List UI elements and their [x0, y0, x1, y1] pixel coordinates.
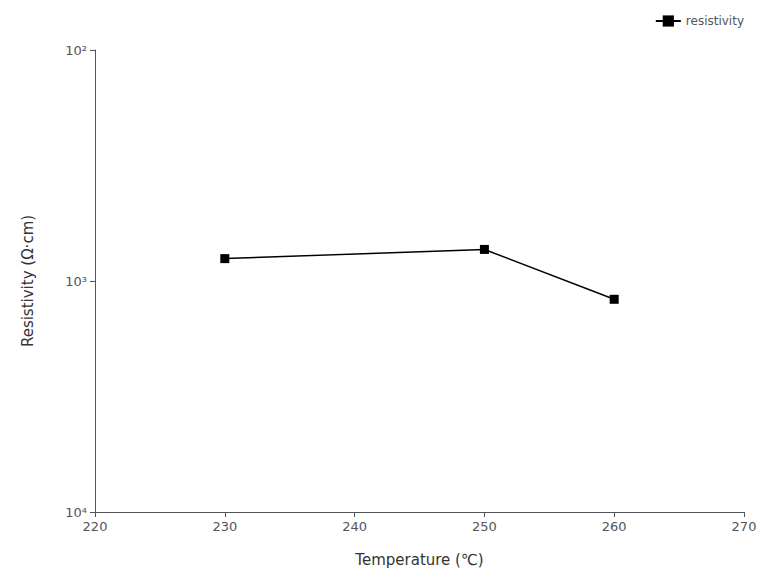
svg-text:230: 230: [212, 519, 237, 534]
svg-text:240: 240: [342, 519, 367, 534]
svg-text:250: 250: [472, 519, 497, 534]
svg-text:220: 220: [83, 519, 108, 534]
svg-text:270: 270: [732, 519, 757, 534]
svg-text:260: 260: [602, 519, 627, 534]
svg-text:Resistivity (Ω·cm): Resistivity (Ω·cm): [19, 215, 37, 347]
svg-text:10³: 10³: [65, 274, 87, 289]
svg-text:Temperature (℃): Temperature (℃): [354, 551, 483, 569]
svg-text:resistivity: resistivity: [686, 14, 744, 28]
svg-text:10²: 10²: [65, 43, 87, 58]
svg-text:10⁴: 10⁴: [65, 505, 87, 520]
